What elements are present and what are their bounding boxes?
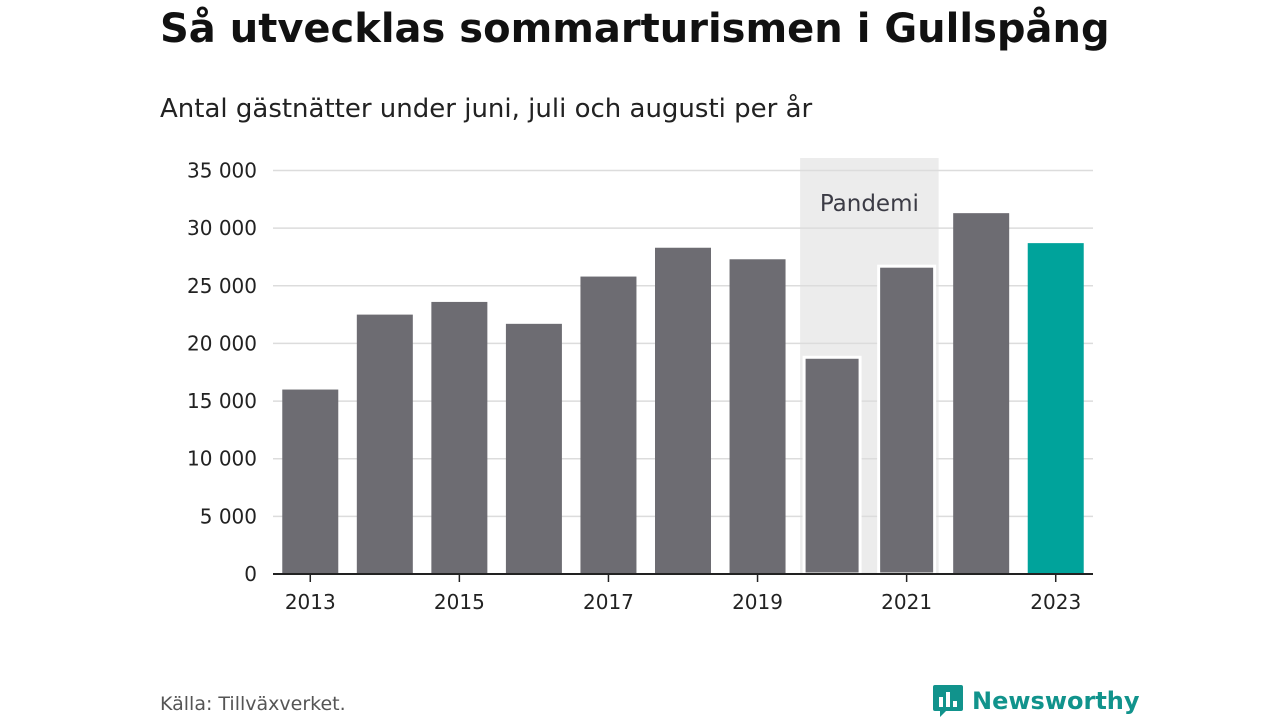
bar-chart-speech-bubble-icon: [933, 685, 963, 717]
bar: [729, 259, 786, 574]
bar: [953, 213, 1010, 575]
bar: [802, 355, 862, 576]
y-tick-label: 5 000: [200, 504, 257, 528]
y-tick-label: 35 000: [187, 159, 257, 183]
bar: [580, 276, 637, 574]
bar: [505, 323, 562, 574]
x-tick-label: 2023: [1030, 590, 1081, 614]
chart-title: Så utvecklas sommarturismen i Gullspång: [160, 6, 1110, 52]
x-tick-label: 2013: [285, 590, 336, 614]
source-note: Källa: Tillväxverket.: [160, 693, 346, 715]
bar: [877, 264, 937, 576]
bar: [655, 247, 711, 574]
y-tick-label: 10 000: [187, 447, 257, 471]
newsworthy-logo: Newsworthy: [932, 683, 1140, 719]
bar-chart: 0 5 000 10 000 15 000 20 000 25 000 30 000 35 0…: [187, 158, 1093, 614]
y-tick-label: 25 000: [187, 274, 257, 298]
y-tick-label: 15 000: [187, 389, 257, 413]
x-tick-label: 2019: [732, 590, 783, 614]
x-tick-label: 2017: [583, 590, 634, 614]
bar: [431, 301, 488, 574]
x-tick-label: 2021: [881, 590, 932, 614]
brand-name: Newsworthy: [972, 687, 1140, 715]
pandemic-label: Pandemi: [820, 191, 919, 217]
bar: [282, 389, 339, 574]
bar: [1027, 243, 1084, 574]
x-tick-label: 2015: [434, 590, 485, 614]
y-tick-label: 0: [244, 562, 257, 586]
chart-subtitle: Antal gästnätter under juni, juli och au…: [160, 94, 813, 124]
y-tick-label: 30 000: [187, 216, 257, 240]
y-tick-label: 20 000: [187, 331, 257, 355]
bar: [356, 314, 413, 574]
